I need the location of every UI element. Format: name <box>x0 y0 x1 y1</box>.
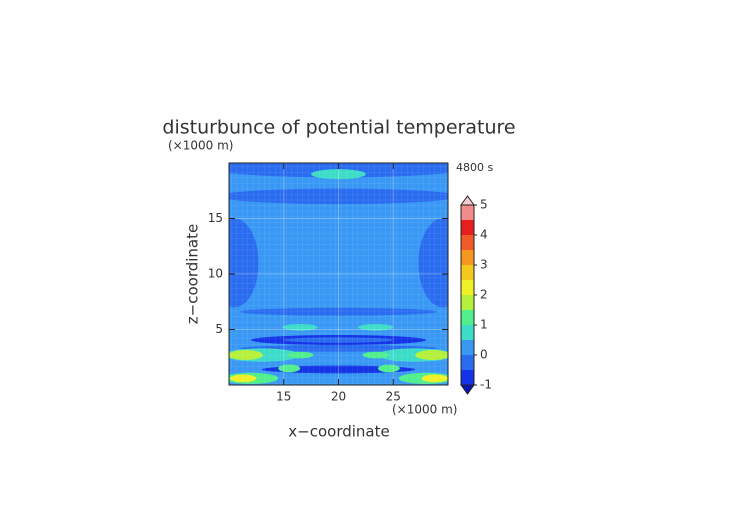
colorbar-under <box>460 384 475 395</box>
colorbar: -1 0 1 2 3 4 5 <box>460 195 492 395</box>
y-unit: (×1000 m) <box>168 139 233 153</box>
colorbar-tick-label: 3 <box>480 258 488 272</box>
colorbar-band <box>461 205 474 220</box>
colorbar-band <box>461 355 474 370</box>
y-tick-label: 5 <box>215 322 223 336</box>
x-tick-label: 15 <box>276 390 291 404</box>
colorbar-band <box>461 220 474 235</box>
colorbar-band <box>461 370 474 385</box>
colorbar-over <box>460 195 475 206</box>
colorbar-tick-label: -1 <box>480 378 492 392</box>
colorbar-tick-label: 5 <box>480 198 488 212</box>
colorbar-tick-label: 2 <box>480 288 488 302</box>
fine-grid <box>229 163 448 385</box>
chart-title: disturbunce of potential temperature <box>162 117 515 139</box>
colorbar-band <box>461 280 474 295</box>
x-tick-label: 20 <box>331 390 346 404</box>
colorbar-band <box>461 325 474 340</box>
colorbar-band <box>461 295 474 310</box>
time-label: 4800 s <box>456 161 493 174</box>
colorbar-band <box>461 310 474 325</box>
axes: 15 20 25 5 10 15 <box>208 163 448 404</box>
x-unit: (×1000 m) <box>392 403 457 417</box>
colorbar-band <box>461 235 474 250</box>
x-tick-label: 25 <box>386 390 401 404</box>
colorbar-tick-label: 1 <box>480 318 488 332</box>
y-tick-label: 15 <box>208 211 223 225</box>
colorbar-band <box>461 340 474 355</box>
y-tick-label: 10 <box>208 267 223 281</box>
colorbar-band <box>461 250 474 265</box>
x-axis-label: x−coordinate <box>288 423 389 441</box>
colorbar-tick-label: 4 <box>480 228 488 242</box>
colorbar-band <box>461 265 474 280</box>
colorbar-tick-label: 0 <box>480 348 488 362</box>
y-axis-label: z−coordinate <box>184 224 202 324</box>
